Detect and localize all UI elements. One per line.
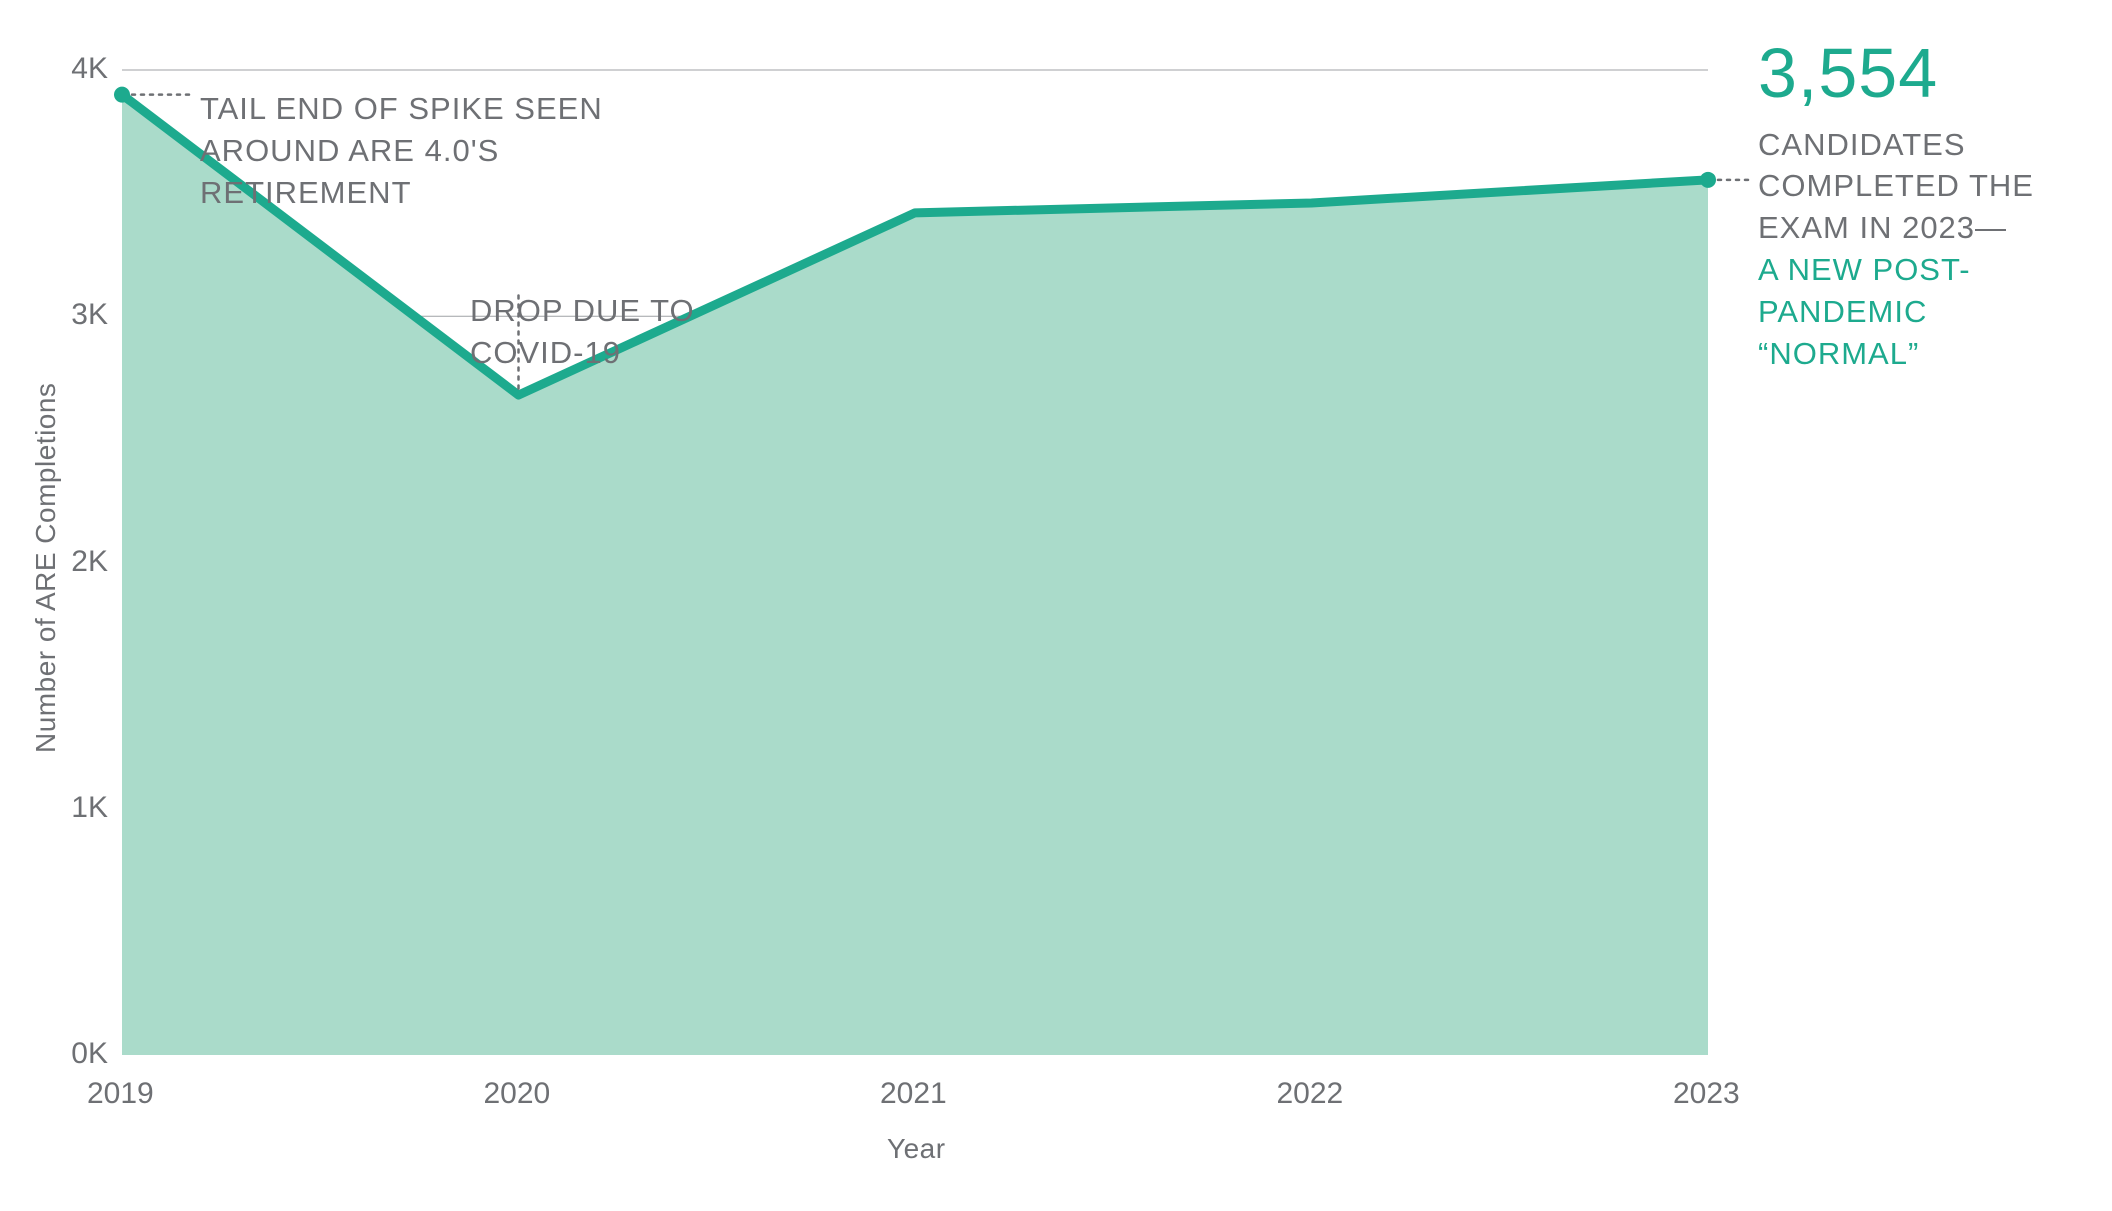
x-tick-label: 2019	[87, 1077, 154, 1111]
x-tick-label: 2021	[880, 1077, 947, 1111]
x-tick-label: 2020	[484, 1077, 551, 1111]
y-axis-label: Number of ARE Completions	[30, 382, 62, 752]
annotation-spike: TAIL END OF SPIKE SEENAROUND ARE 4.0'SRE…	[200, 88, 603, 214]
x-tick-label: 2023	[1673, 1077, 1740, 1111]
callout-box: 3,554 CANDIDATES COMPLETED THE EXAM IN 2…	[1758, 30, 2078, 375]
are-completions-chart: Number of ARE Completions Year 3,554 CAN…	[0, 0, 2112, 1211]
x-tick-label: 2022	[1277, 1077, 1344, 1111]
y-tick-label: 4K	[71, 52, 108, 86]
callout-highlight: A NEW POST-PANDEMIC “NORMAL”	[1758, 249, 2078, 375]
annotation-covid: DROP DUE TOCOVID-19	[470, 290, 695, 374]
y-tick-label: 3K	[71, 298, 108, 332]
callout-number: 3,554	[1758, 30, 2078, 118]
x-axis-label: Year	[887, 1133, 946, 1165]
y-tick-label: 1K	[71, 791, 108, 825]
y-tick-label: 0K	[71, 1037, 108, 1071]
y-tick-label: 2K	[71, 545, 108, 579]
callout-text: CANDIDATES COMPLETED THE EXAM IN 2023—	[1758, 124, 2078, 250]
